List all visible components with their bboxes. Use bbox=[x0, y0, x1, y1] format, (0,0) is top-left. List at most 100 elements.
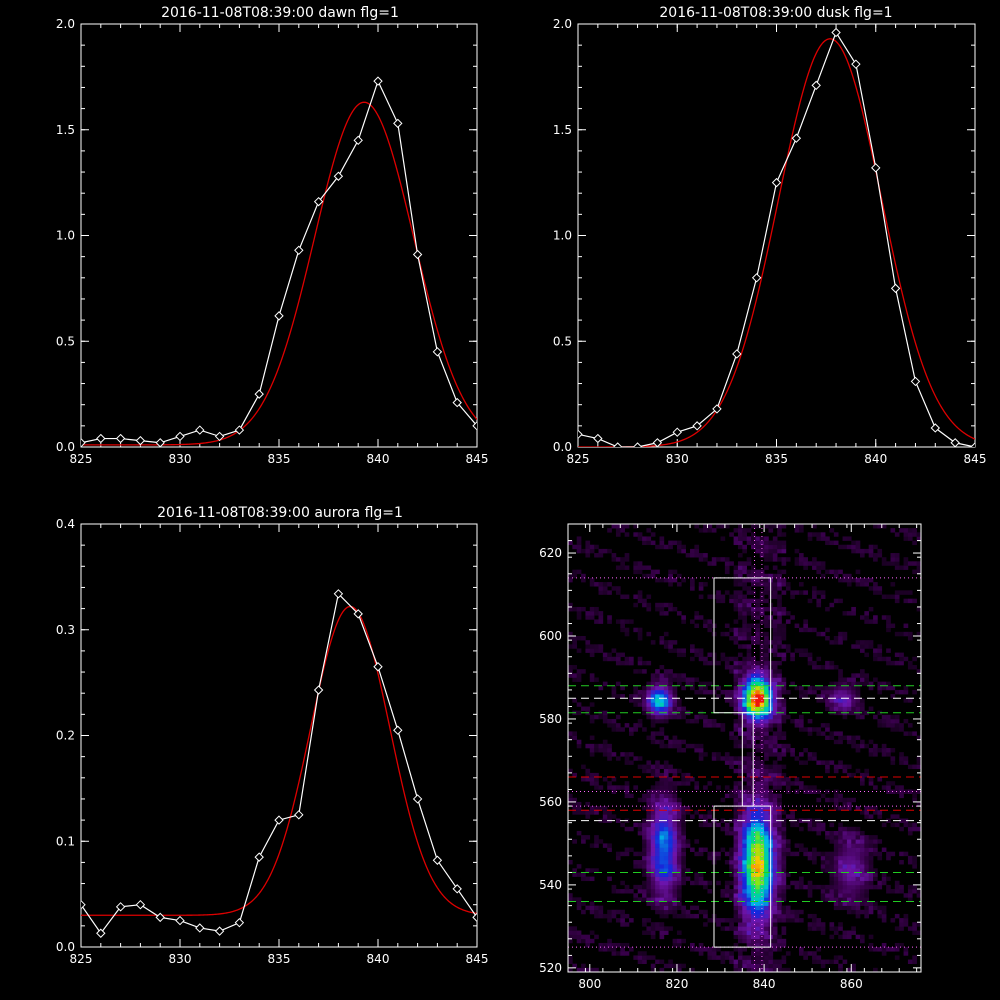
heatmap-cell bbox=[873, 785, 878, 790]
heatmap-cell bbox=[742, 797, 747, 803]
heatmap-cell bbox=[777, 528, 782, 533]
heatmap-cell bbox=[759, 536, 765, 541]
heatmap-cell bbox=[694, 553, 700, 558]
heatmap-cell bbox=[755, 772, 761, 778]
heatmap-cell bbox=[685, 839, 691, 844]
heatmap-cell bbox=[572, 665, 578, 670]
heatmap-cell bbox=[751, 694, 756, 699]
heatmap-cell bbox=[890, 760, 896, 765]
heatmap-cell bbox=[659, 685, 665, 691]
heatmap-cell bbox=[711, 557, 717, 562]
heatmap-cell bbox=[642, 540, 647, 546]
heatmap-cell bbox=[585, 611, 591, 616]
heatmap-cell bbox=[772, 797, 778, 803]
heatmap-cell bbox=[681, 905, 686, 911]
heatmap-cell bbox=[655, 793, 660, 799]
heatmap-cell bbox=[646, 880, 652, 886]
heatmap-cell bbox=[851, 839, 856, 844]
heatmap-cell bbox=[833, 793, 839, 799]
heatmap-cell bbox=[772, 594, 778, 599]
heatmap-cell bbox=[663, 843, 669, 848]
heatmap-cell bbox=[629, 731, 634, 736]
heatmap-cell bbox=[672, 839, 678, 844]
heatmap-cell bbox=[681, 739, 686, 745]
heatmap-cell bbox=[798, 847, 804, 853]
heatmap-cell bbox=[668, 573, 673, 579]
heatmap-cell bbox=[659, 864, 665, 869]
heatmap-cell bbox=[790, 781, 795, 786]
heatmap-cell bbox=[751, 698, 756, 703]
heatmap-cell bbox=[877, 548, 883, 554]
heatmap-cell bbox=[755, 876, 761, 882]
heatmap-cell bbox=[851, 735, 856, 741]
heatmap-cell bbox=[611, 889, 617, 894]
heatmap-cell bbox=[838, 636, 843, 641]
heatmap-cell bbox=[755, 781, 761, 786]
dawn-data-point bbox=[115, 433, 126, 444]
heatmap-cell bbox=[755, 839, 761, 844]
heatmap-cell bbox=[568, 893, 573, 898]
heatmap-cell bbox=[890, 582, 896, 587]
heatmap-cell bbox=[742, 835, 747, 840]
heatmap-cell bbox=[659, 743, 665, 749]
heatmap-cell bbox=[781, 872, 787, 877]
heatmap-cell bbox=[794, 756, 800, 761]
heatmap-cell bbox=[668, 830, 673, 836]
heatmap-cell bbox=[912, 926, 917, 931]
heatmap-cell bbox=[663, 855, 669, 861]
heatmap-cell bbox=[672, 963, 678, 969]
heatmap-cell bbox=[777, 934, 782, 940]
heatmap-cell bbox=[855, 897, 861, 902]
heatmap-cell bbox=[733, 582, 739, 587]
heatmap-cell bbox=[794, 557, 800, 562]
aurora-data-point bbox=[195, 923, 205, 933]
heatmap-cell bbox=[646, 893, 652, 898]
heatmap-cell bbox=[746, 955, 752, 960]
heatmap-cell bbox=[659, 781, 665, 786]
heatmap-cell bbox=[838, 864, 843, 869]
heatmap-cell bbox=[751, 826, 756, 832]
heatmap-cell bbox=[768, 573, 774, 579]
heatmap-cell bbox=[703, 623, 708, 629]
heatmap-cell bbox=[624, 760, 630, 765]
heatmap-cell bbox=[777, 959, 782, 965]
heatmap-cell bbox=[855, 893, 861, 898]
heatmap-cell bbox=[568, 926, 573, 931]
heatmap-cell bbox=[764, 839, 769, 844]
heatmap-cell bbox=[711, 723, 717, 728]
heatmap-cell bbox=[703, 822, 708, 828]
heatmap-cell bbox=[829, 839, 835, 844]
heatmap-cell bbox=[838, 835, 843, 840]
heatmap-cell bbox=[685, 806, 691, 811]
heatmap-cell bbox=[764, 636, 769, 641]
heatmap-cell bbox=[803, 623, 808, 629]
heatmap-cell bbox=[825, 606, 830, 612]
heatmap-cell bbox=[676, 801, 682, 807]
heatmap-cell bbox=[703, 723, 708, 728]
heatmap-cell bbox=[703, 884, 708, 890]
heatmap-cell bbox=[676, 884, 682, 890]
heatmap-cell bbox=[899, 922, 904, 927]
heatmap-cell bbox=[646, 872, 652, 877]
heatmap-cell bbox=[737, 843, 743, 848]
heatmap-cell bbox=[777, 781, 782, 786]
heatmap-cell bbox=[912, 822, 917, 828]
heatmap-cell bbox=[737, 594, 743, 599]
heatmap-cell bbox=[650, 573, 656, 579]
heatmap-cell bbox=[659, 681, 665, 687]
heatmap-cell bbox=[777, 673, 782, 678]
heatmap-cell bbox=[781, 772, 787, 778]
heatmap-cell bbox=[694, 781, 700, 786]
heatmap-cell bbox=[873, 553, 878, 558]
heatmap-cell bbox=[746, 913, 752, 919]
spectrogram-y-tick-label: 620 bbox=[539, 546, 562, 560]
heatmap-cell bbox=[755, 893, 761, 898]
heatmap-cell bbox=[663, 810, 669, 815]
heatmap-cell bbox=[916, 893, 922, 898]
heatmap-cell bbox=[659, 777, 665, 782]
heatmap-cell bbox=[829, 884, 835, 890]
heatmap-cell bbox=[581, 548, 586, 554]
heatmap-cell bbox=[742, 893, 747, 898]
heatmap-cell bbox=[829, 602, 835, 608]
